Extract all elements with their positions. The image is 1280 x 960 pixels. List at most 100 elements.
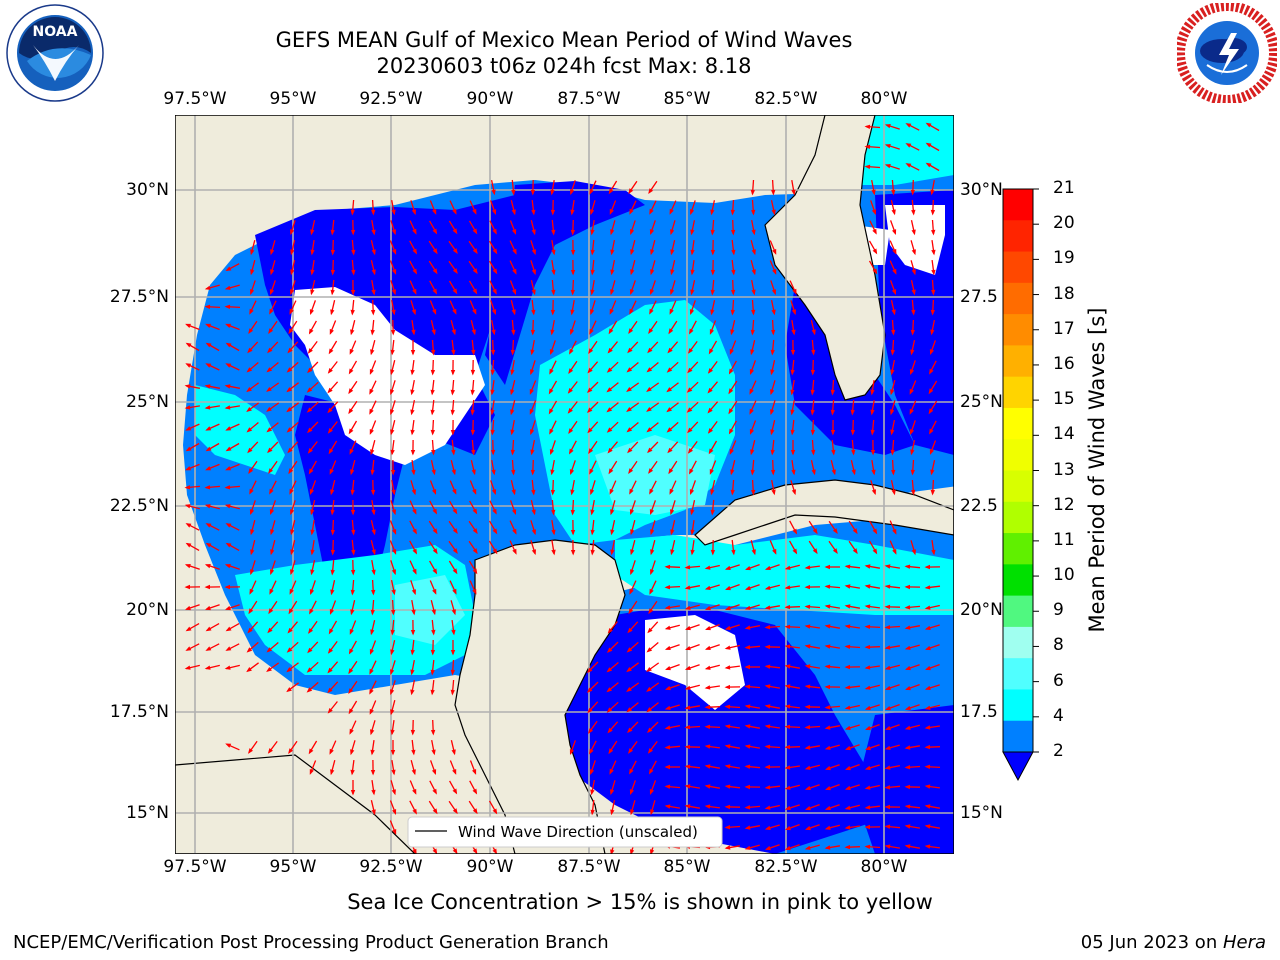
wave-arrow-head-icon [770, 429, 775, 436]
wave-arrow-head-icon [390, 649, 395, 656]
wave-arrow-head-icon [790, 409, 795, 416]
wave-arrow-head-icon [430, 689, 435, 696]
wave-arrow-head-icon [666, 407, 672, 413]
wave-arrow-head-icon [648, 468, 654, 474]
wave-arrow-head-icon [511, 469, 516, 476]
wave-arrow-head-icon [784, 805, 791, 810]
wave-arrow-head-icon [570, 229, 576, 236]
wave-arrow-head-icon [590, 249, 595, 256]
wave-arrow-head-icon [330, 309, 335, 316]
wave-arrow-head-icon [627, 727, 633, 733]
wave-arrow-head-icon [708, 448, 714, 455]
wave-arrow-head-icon [246, 407, 252, 412]
wave-arrow-head-icon [730, 309, 735, 316]
wave-arrow-head-icon [770, 369, 775, 376]
nws-logo-icon [1177, 3, 1277, 103]
wave-arrow-head-icon [931, 269, 936, 276]
wave-arrow-head-icon [924, 705, 931, 710]
wave-arrow-head-icon [450, 430, 456, 436]
wave-arrow-head-icon [864, 665, 871, 670]
wave-arrow-head-icon [751, 269, 756, 276]
wave-arrow-head-icon [350, 469, 355, 476]
wave-arrow-head-icon [250, 249, 255, 256]
wave-arrow-head-icon [852, 528, 858, 535]
wave-arrow-head-icon [531, 209, 536, 216]
wave-arrow-head-icon [310, 249, 315, 256]
wave-arrow-head-icon [249, 509, 255, 515]
wave-arrow-head-icon [568, 428, 574, 434]
wave-arrow-head-icon [550, 329, 555, 336]
wave-arrow-head-icon [690, 549, 695, 556]
wave-arrow-head-icon [844, 785, 851, 790]
wave-arrow-head-icon [930, 309, 935, 316]
wave-arrow-head-icon [451, 329, 456, 336]
wave-arrow-head-icon [609, 208, 614, 215]
wave-arrow-head-icon [184, 384, 191, 389]
wave-arrow-head-icon [724, 704, 731, 709]
wave-arrow-head-icon [667, 347, 673, 354]
wave-arrow-head-icon [688, 348, 693, 354]
wave-arrow-head-icon [412, 248, 417, 255]
wave-arrow-head-icon [751, 549, 756, 556]
wave-arrow-head-icon [410, 409, 415, 416]
wave-arrow-head-icon [225, 342, 232, 348]
wave-arrow-head-icon [890, 429, 895, 436]
wave-arrow-head-icon [551, 269, 556, 276]
wave-arrow-head-icon [205, 323, 211, 328]
wave-arrow-head-icon [204, 304, 211, 309]
wave-arrow-head-icon [530, 329, 536, 336]
wave-arrow-head-icon [724, 825, 731, 830]
wave-arrow-head-icon [871, 189, 876, 196]
wave-arrow-head-icon [610, 549, 615, 556]
wave-arrow-head-icon [330, 489, 335, 496]
wave-arrow-head-icon [411, 609, 416, 616]
wave-arrow-head-icon [288, 748, 294, 754]
wave-arrow-head-icon [184, 405, 191, 410]
wave-arrow-head-icon [590, 529, 595, 536]
wave-arrow-head-icon [684, 705, 691, 710]
wave-arrow-head-icon [570, 209, 575, 216]
wave-arrow-head-icon [630, 529, 635, 536]
wave-arrow-head-icon [370, 729, 375, 736]
wave-arrow-head-icon [204, 584, 210, 590]
wave-arrow-head-icon [744, 764, 751, 769]
wave-arrow-head-icon [884, 745, 891, 750]
wave-arrow-head-icon [351, 269, 356, 276]
wave-arrow-head-icon [905, 143, 912, 148]
wave-arrow-head-icon [844, 664, 850, 670]
wave-arrow-head-icon [390, 729, 395, 736]
wave-arrow-head-icon [570, 250, 576, 256]
wave-arrow-head-icon [864, 644, 871, 650]
wave-arrow-head-icon [570, 550, 576, 556]
wave-arrow-head-icon [531, 269, 536, 276]
wave-arrow-head-icon [728, 368, 734, 375]
lon-label-top: 82.5°W [754, 89, 818, 109]
wave-arrow-head-icon [511, 209, 516, 216]
wave-arrow-head-icon [590, 549, 595, 556]
wave-arrow-head-icon [772, 248, 777, 255]
colorbar-segment [1003, 220, 1033, 253]
wave-arrow-head-icon [569, 469, 575, 475]
wave-arrow-head-icon [764, 825, 771, 830]
wave-arrow-head-icon [832, 548, 838, 554]
wave-arrow-head-icon [570, 489, 575, 496]
wave-arrow-head-icon [689, 468, 694, 475]
wave-arrow-head-icon [649, 289, 655, 295]
wave-arrow-head-icon [709, 329, 714, 335]
wave-arrow-head-icon [792, 288, 797, 295]
wave-arrow-head-icon [225, 523, 232, 528]
wave-arrow-head-icon [184, 504, 191, 509]
lat-label-left: 22.5°N [109, 496, 169, 516]
wave-arrow-head-icon [306, 387, 313, 393]
wave-arrow-head-icon [204, 285, 211, 290]
wave-arrow-head-icon [269, 308, 274, 315]
wave-arrow-head-icon [724, 764, 731, 769]
wave-arrow-head-icon [830, 389, 835, 396]
lon-label-bottom: 90°W [466, 857, 514, 877]
legend-label: Wind Wave Direction (unscaled) [458, 823, 698, 841]
wave-arrow-head-icon [432, 309, 437, 315]
wave-arrow-head-icon [350, 329, 355, 336]
wave-arrow-head-icon [764, 724, 771, 729]
wave-arrow-head-icon [390, 750, 396, 756]
wave-arrow-head-icon [411, 209, 416, 216]
